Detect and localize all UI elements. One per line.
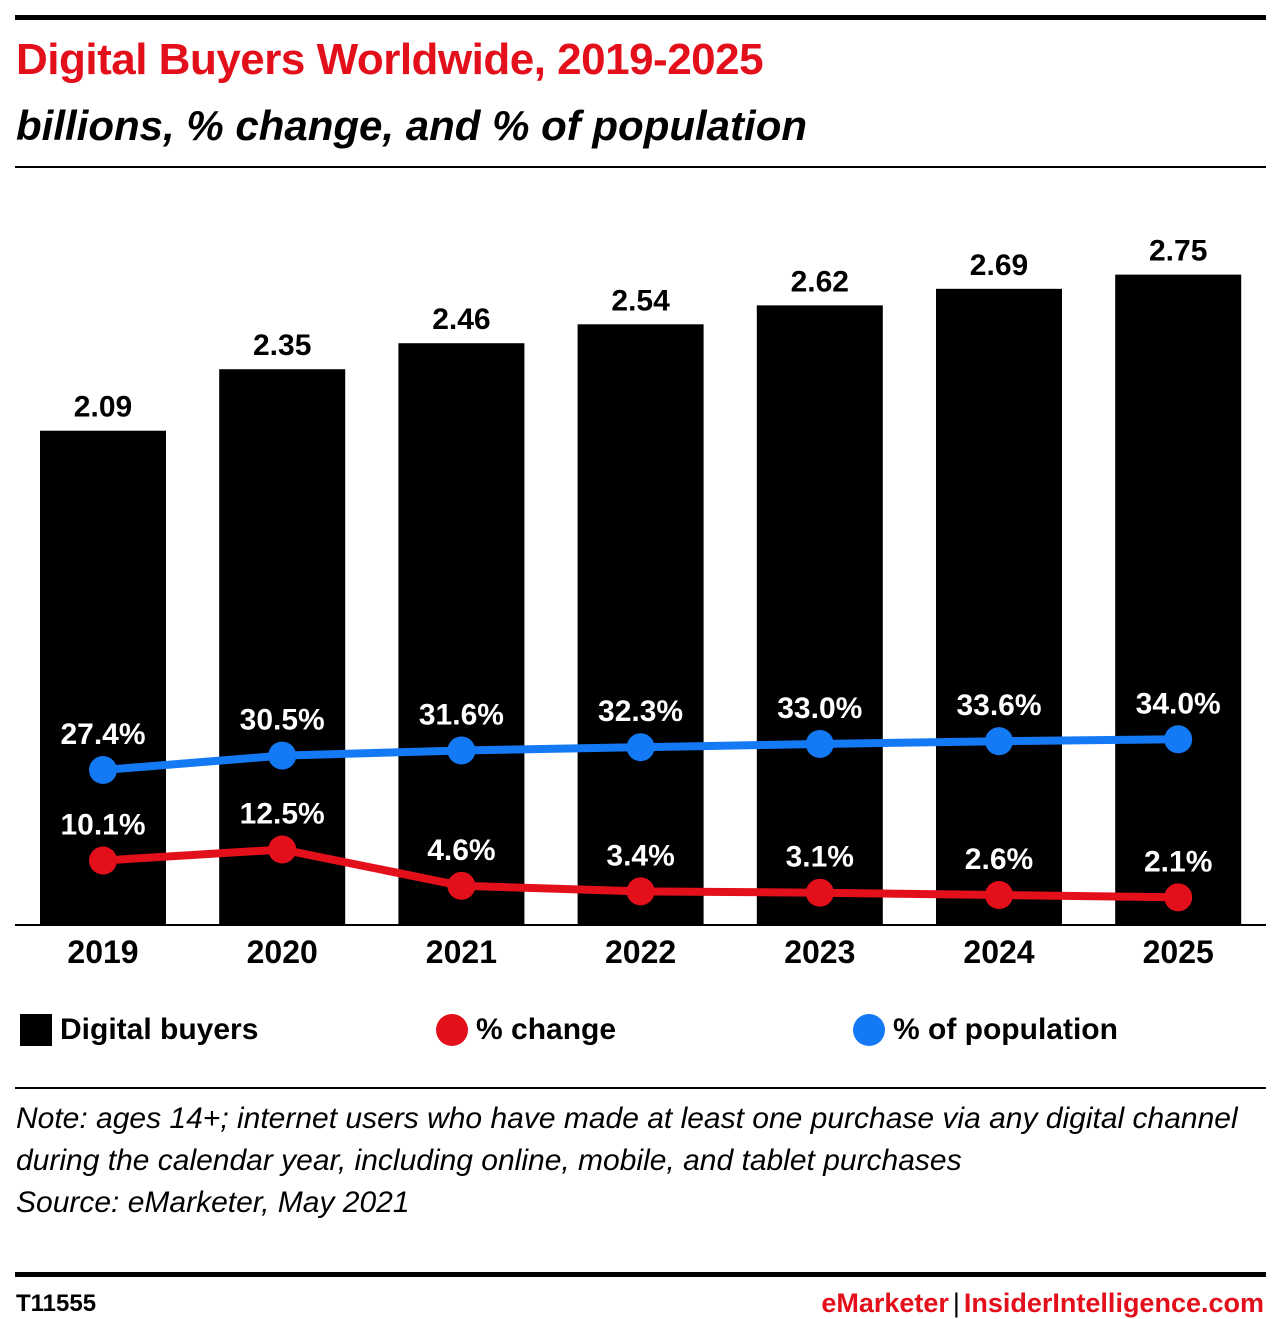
- bar-value-label-2019: 2.09: [74, 391, 132, 424]
- change-label-2024: 2.6%: [965, 843, 1033, 876]
- x-tick-label-2023: 2023: [784, 934, 855, 970]
- change-point-2022: [626, 877, 655, 906]
- bar-2025: [1115, 274, 1242, 925]
- legend-item-change: % change: [436, 1008, 616, 1052]
- brand-emarketer: eMarketer: [821, 1288, 949, 1318]
- population-label-2024: 33.6%: [956, 689, 1041, 722]
- bar-value-label-2021: 2.46: [432, 303, 490, 336]
- legend-item-population: % of population: [853, 1008, 1118, 1052]
- population-label-2023: 33.0%: [777, 692, 862, 725]
- x-tick-label-2019: 2019: [67, 934, 138, 970]
- legend-swatch-population: [853, 1014, 885, 1046]
- legend-label-change: % change: [476, 1013, 617, 1046]
- bar-value-label-2025: 2.75: [1149, 235, 1207, 268]
- x-tick-label-2025: 2025: [1143, 934, 1214, 970]
- legend-label-population: % of population: [893, 1013, 1118, 1046]
- legend-swatch-bars: [20, 1014, 52, 1046]
- change-label-2025: 2.1%: [1144, 845, 1212, 878]
- population-point-2022: [626, 733, 655, 762]
- population-series: 27.4% 30.5% 31.6% 32.3% 33.0% 33.6% 34.0%: [60, 687, 1221, 784]
- population-label-2020: 30.5%: [240, 704, 325, 737]
- source-text: Source: eMarketer, May 2021: [16, 1186, 410, 1219]
- bar-2023: [756, 305, 883, 925]
- x-tick-label-2021: 2021: [426, 934, 497, 970]
- population-label-2022: 32.3%: [598, 695, 683, 728]
- change-label-2020: 12.5%: [240, 798, 325, 831]
- change-label-2019: 10.1%: [60, 809, 145, 842]
- chart-title: Digital Buyers Worldwide, 2019-2025: [16, 35, 764, 84]
- population-point-2024: [985, 727, 1013, 756]
- population-point-2025: [1164, 725, 1193, 754]
- x-axis-tick-labels: 2019 2020 2021 2022 2023 2024 2025: [67, 934, 1213, 970]
- bar-2022: [577, 324, 704, 925]
- legend-swatch-change: [436, 1014, 468, 1046]
- bar-2019: [40, 430, 166, 925]
- change-point-2019: [89, 846, 117, 875]
- x-tick-label-2024: 2024: [963, 934, 1034, 970]
- change-series: 10.1% 12.5% 4.6% 3.4% 3.1% 2.6% 2.1%: [60, 798, 1212, 912]
- population-point-2019: [89, 756, 117, 784]
- change-label-2021: 4.6%: [427, 834, 495, 867]
- population-label-2021: 31.6%: [419, 698, 504, 731]
- brand-insider-intelligence: InsiderIntelligence.com: [963, 1288, 1264, 1318]
- change-point-2021: [447, 871, 476, 900]
- population-point-2021: [447, 736, 476, 765]
- change-point-2023: [805, 878, 834, 907]
- legend-item-digital-buyers: Digital buyers: [20, 1008, 258, 1052]
- population-point-2020: [268, 741, 297, 770]
- notes-divider: [15, 1087, 1266, 1089]
- footer-rule: [15, 1272, 1266, 1277]
- chart-id: T11555: [16, 1290, 97, 1317]
- brand-footer: eMarketer | InsiderIntelligence.com: [821, 1287, 1264, 1319]
- change-label-2023: 3.1%: [786, 841, 854, 874]
- note-text: Note: ages 14+; internet users who have …: [16, 1102, 1238, 1177]
- change-point-2024: [985, 881, 1013, 910]
- bar-value-label-2023: 2.62: [791, 265, 849, 298]
- x-tick-label-2020: 2020: [247, 934, 318, 970]
- population-label-2025: 34.0%: [1136, 687, 1221, 720]
- legend-label-digital-buyers: Digital buyers: [60, 1013, 259, 1046]
- bars-layer: 2.09 2.35 2.46 2.54 2.62 2.69 2.75: [40, 235, 1242, 926]
- bar-value-label-2022: 2.54: [611, 284, 670, 317]
- chart-subtitle: billions, % change, and % of population: [16, 102, 808, 149]
- change-point-2025: [1164, 883, 1193, 912]
- population-point-2023: [805, 729, 834, 758]
- brand-separator: |: [952, 1288, 960, 1318]
- bar-value-label-2020: 2.35: [253, 329, 311, 362]
- legend: Digital buyers % change % of population: [0, 1008, 1280, 1052]
- change-point-2020: [268, 835, 297, 864]
- chart-area: 2.09 2.35 2.46 2.54 2.62 2.69 2.75 2019 2020 202…: [15, 235, 1266, 970]
- bar-2024: [936, 288, 1062, 925]
- population-label-2019: 27.4%: [60, 718, 145, 751]
- bar-2021: [398, 343, 525, 925]
- x-tick-label-2022: 2022: [605, 934, 676, 970]
- bar-2020: [219, 369, 346, 926]
- header-divider: [15, 166, 1266, 168]
- top-rule: [15, 15, 1266, 20]
- chart-note: Note: ages 14+; internet users who have …: [16, 1098, 1256, 1224]
- bar-value-label-2024: 2.69: [970, 249, 1028, 282]
- change-label-2022: 3.4%: [606, 839, 674, 872]
